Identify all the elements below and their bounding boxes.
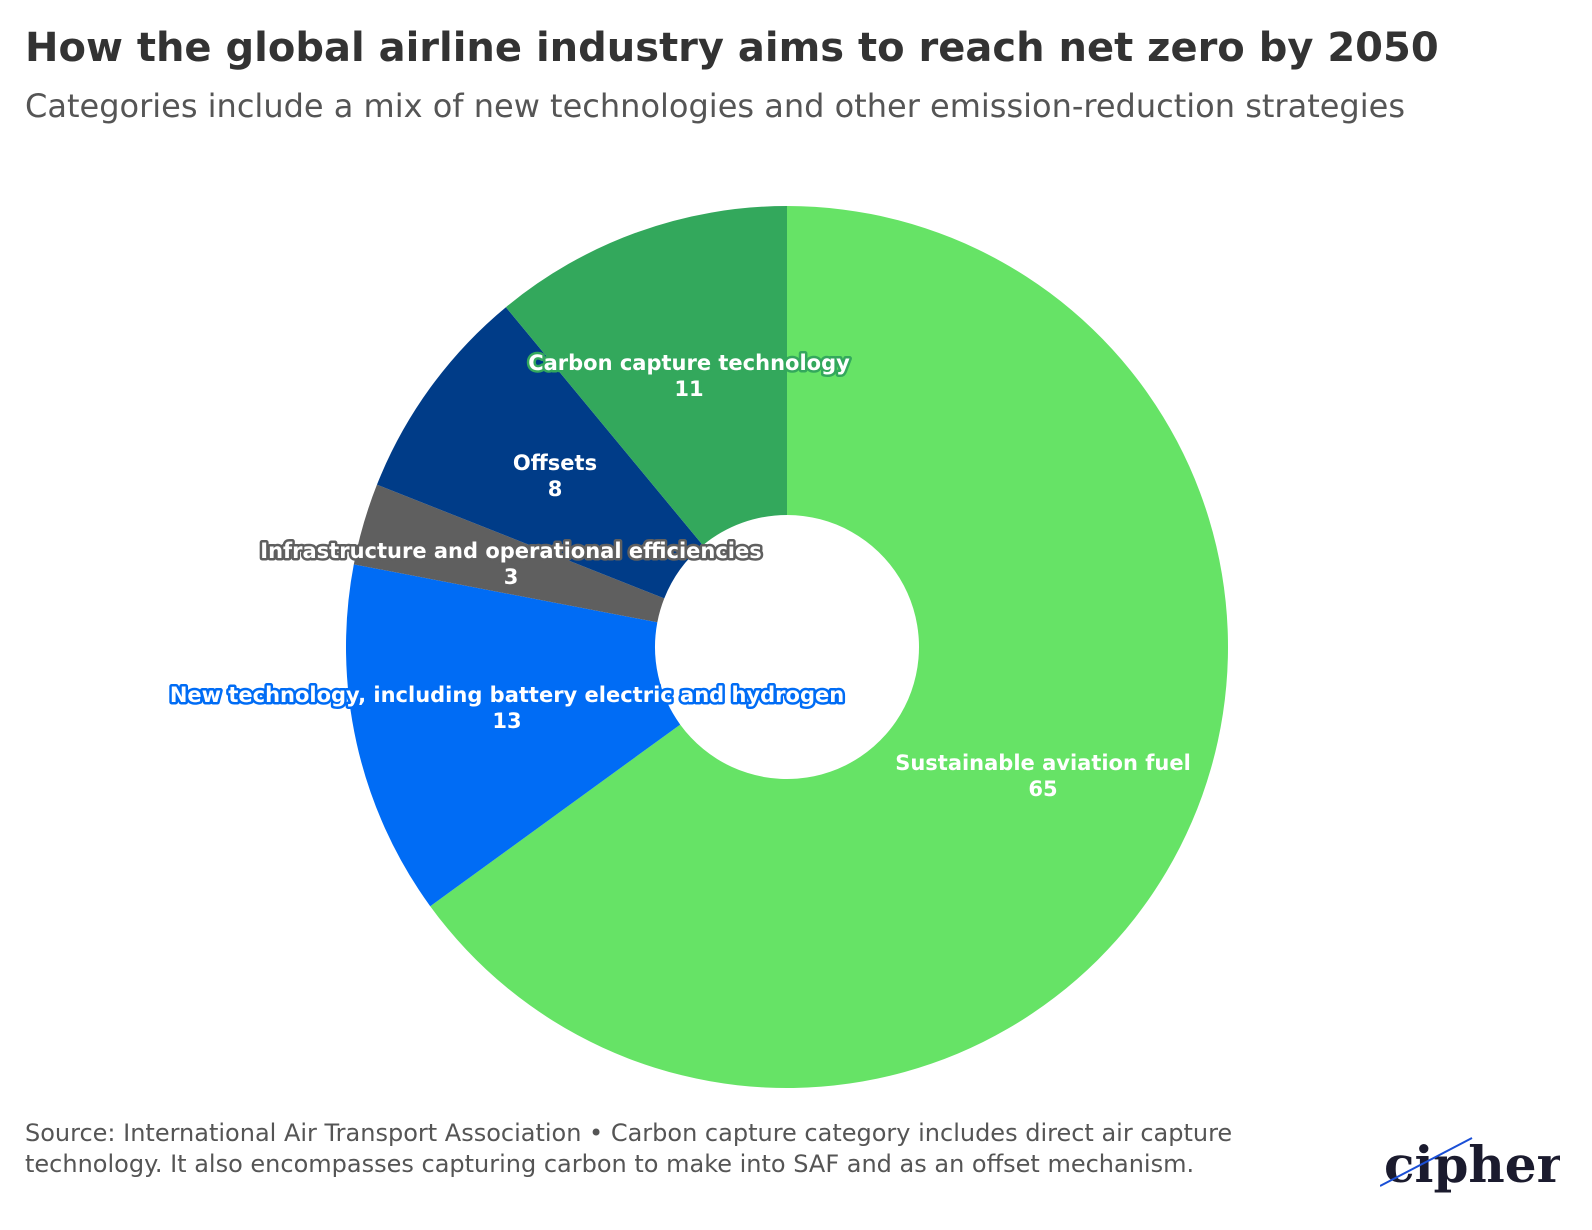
slice-label-offsets: Offsets [513, 451, 597, 475]
chart-subtitle: Categories include a mix of new technolo… [25, 87, 1405, 125]
slice-value-carbon-capture-technology: 11 [674, 377, 703, 401]
donut-chart: Sustainable aviation fuel 65 New technolog… [0, 190, 1592, 1110]
slice-new-technology-including-battery-electric-and-hydrogen [345, 564, 681, 907]
donut-slices [345, 206, 1229, 1089]
chart-title: How the global airline industry aims to … [25, 25, 1439, 71]
slice-value-sustainable-aviation-fuel: 65 [1028, 777, 1057, 801]
slice-offsets [376, 307, 703, 599]
slice-value-new-technology-including-battery-electric-and-hydrogen: 13 [492, 709, 521, 733]
slice-label-sustainable-aviation-fuel: Sustainable aviation fuel [895, 751, 1191, 775]
slice-carbon-capture-technology [505, 206, 787, 546]
cipher-logo: cipher [1380, 1135, 1560, 1194]
slice-label-carbon-capture-technology: Carbon capture technology [528, 351, 850, 375]
logo-text: cipher [1384, 1135, 1560, 1194]
slice-value-offsets: 8 [548, 477, 563, 501]
slice-sustainable-aviation-fuel [430, 206, 1229, 1089]
slice-infrastructure-and-operational-efficiencies [353, 484, 665, 623]
slice-label-infrastructure-and-operational-efficiencies: Infrastructure and operational efficienc… [260, 539, 762, 563]
source-note: Source: International Air Transport Asso… [25, 1119, 1233, 1178]
logo-slash [1380, 1137, 1473, 1187]
slice-label-new-technology-including-battery-electric-and-hydrogen: New technology, including battery electr… [170, 683, 844, 707]
slice-value-infrastructure-and-operational-efficiencies: 3 [504, 565, 519, 589]
